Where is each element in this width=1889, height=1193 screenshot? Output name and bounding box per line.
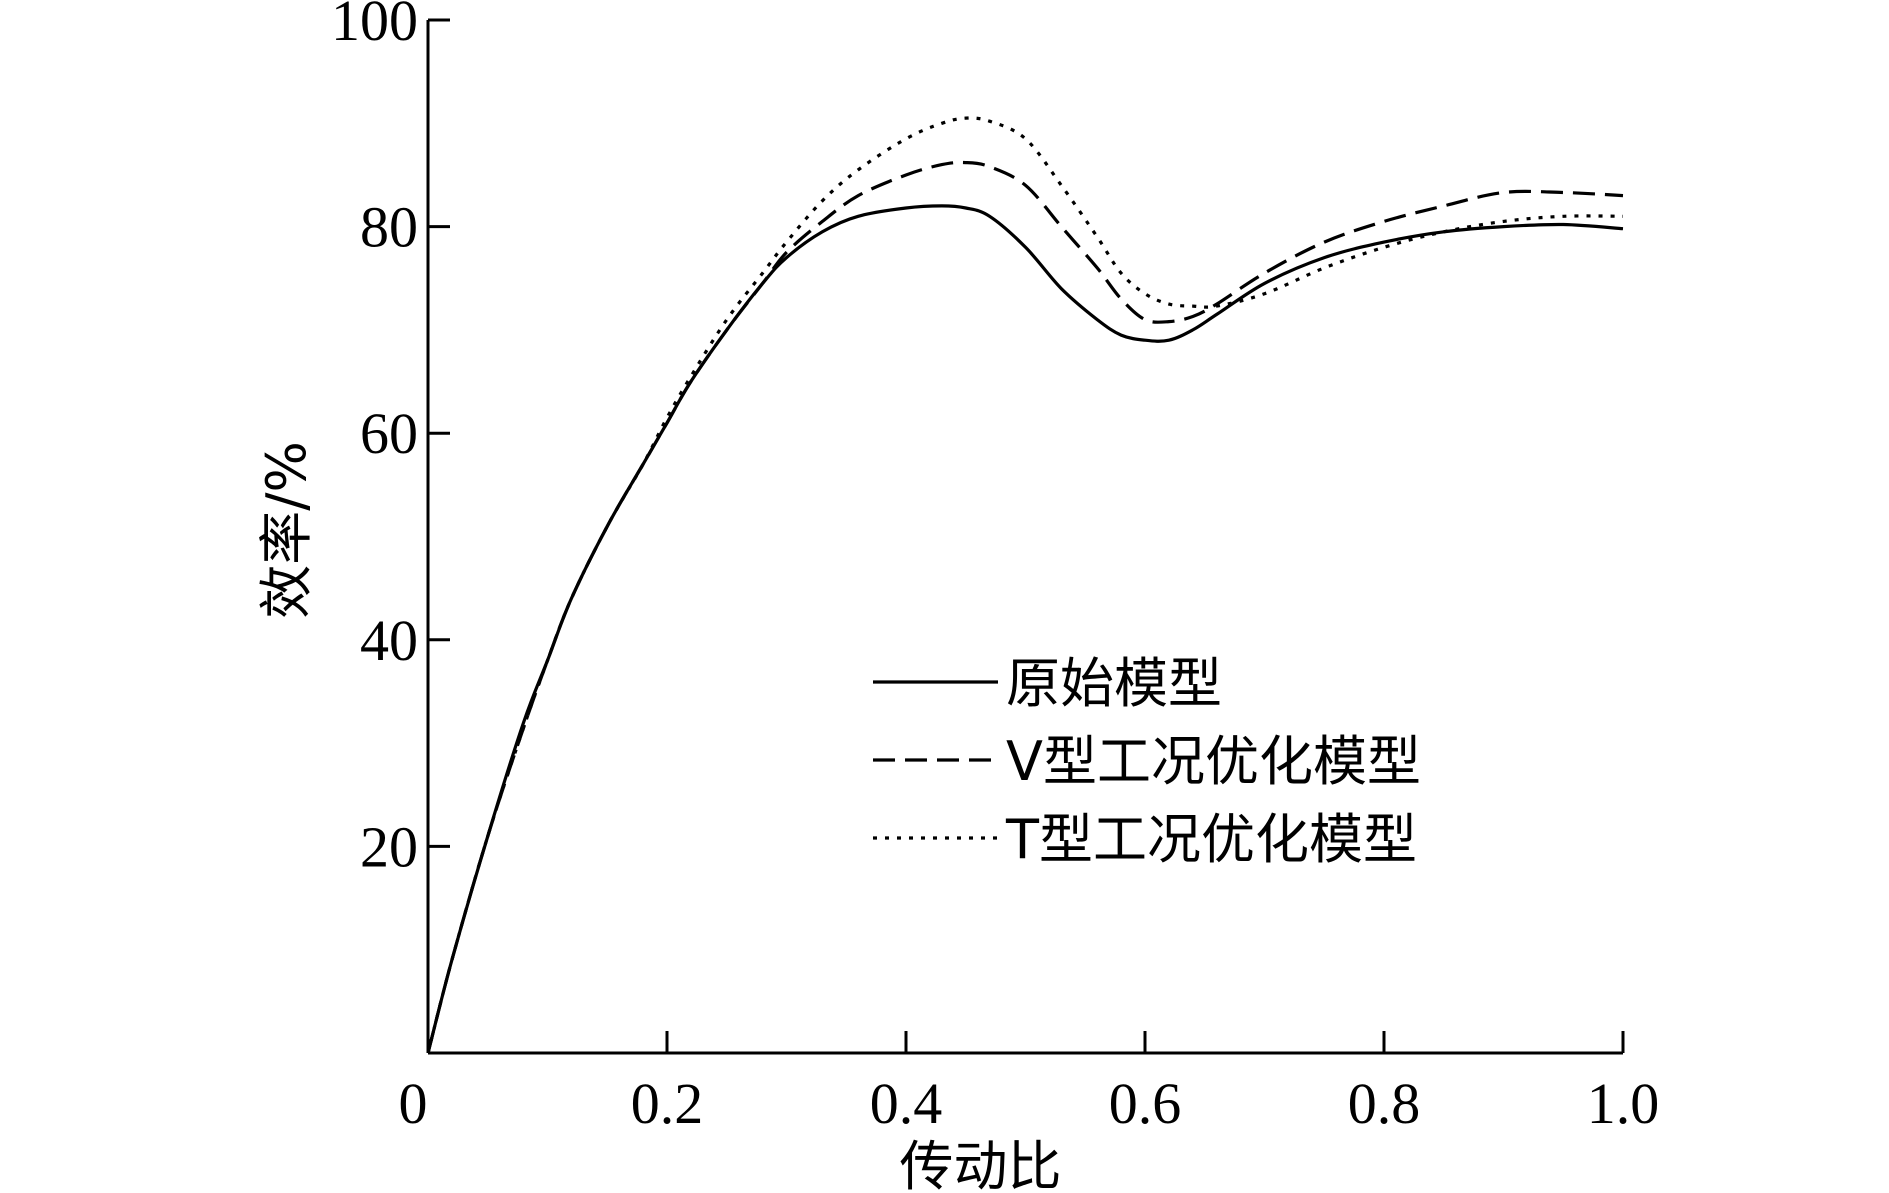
- legend: 原始模型 V型工况优化模型 T型工况优化模型: [873, 652, 1421, 871]
- x-axis-title: 传动比: [900, 1135, 1062, 1193]
- series-original-model: [426, 204, 1624, 1054]
- axes: [426, 20, 1623, 1055]
- series-t-optimized-model: [426, 116, 1624, 1054]
- y-tick-label: 40: [360, 608, 418, 673]
- legend-label: T型工况优化模型: [1005, 808, 1417, 871]
- x-tick-label: 0.2: [631, 1071, 704, 1136]
- series-v-optimized-model: [426, 160, 1624, 1054]
- y-tick-label: 80: [360, 195, 418, 260]
- y-tick-label: 100: [331, 0, 418, 53]
- y-tick-label: 20: [360, 814, 418, 879]
- y-ticks: 20 40 60 80 100: [331, 0, 450, 879]
- series-lines: [426, 116, 1624, 1054]
- x-tick-label: 0: [399, 1071, 428, 1136]
- y-axis-title: 效率/%: [255, 441, 318, 619]
- legend-label: 原始模型: [1006, 652, 1222, 715]
- x-tick-label: 0.8: [1348, 1071, 1421, 1136]
- y-tick-label: 60: [360, 401, 418, 466]
- legend-label: V型工况优化模型: [1006, 730, 1421, 793]
- x-tick-label: 0.6: [1109, 1071, 1182, 1136]
- x-tick-label: 1.0: [1587, 1071, 1660, 1136]
- x-tick-label: 0.4: [870, 1071, 943, 1136]
- x-ticks: 0 0.2 0.4 0.6 0.8 1.0: [399, 1031, 1660, 1136]
